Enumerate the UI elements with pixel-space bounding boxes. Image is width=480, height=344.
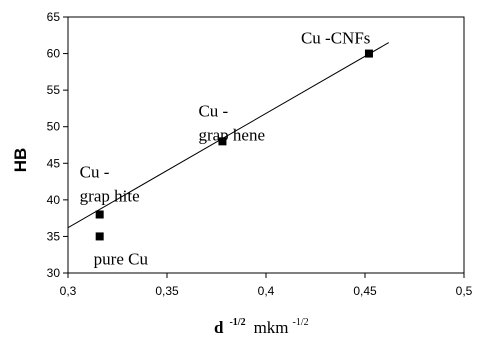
y-tick-label: 45 <box>47 156 61 170</box>
y-axis-label: HB <box>11 148 30 173</box>
data-point <box>218 137 227 146</box>
y-tick-label: 60 <box>47 47 61 61</box>
data-point-label: pure Cu <box>94 249 149 268</box>
y-tick-label: 50 <box>47 120 61 134</box>
data-points: pure Cu Cu -grap hite Cu -grap hene Cu -CNF… <box>80 29 373 268</box>
data-point-label: Cu -CNFs <box>301 29 370 48</box>
x-axis: 0,3 0,35 0,4 0,45 0,5 <box>60 273 473 298</box>
y-tick-label: 55 <box>47 83 61 97</box>
x-axis-label-unit-exponent: -1/2 <box>293 317 309 328</box>
x-tick-label: 0,3 <box>60 284 77 298</box>
data-point <box>364 49 373 58</box>
y-axis: 30 35 40 45 50 55 60 65 <box>47 10 68 280</box>
y-tick-label: 40 <box>47 193 61 207</box>
x-tick-label: 0,4 <box>258 284 275 298</box>
data-point-label: Cu -grap hite <box>80 162 140 205</box>
x-tick-label: 0,35 <box>155 284 179 298</box>
x-axis-label: d -1/2 mkm -1/2 <box>214 312 309 337</box>
plot-area <box>67 16 465 274</box>
data-point-label: Cu -grap hene <box>198 101 265 144</box>
y-tick-label: 30 <box>47 266 61 280</box>
x-axis-label-main: d <box>214 318 224 337</box>
trendline <box>67 42 390 229</box>
x-tick-label: 0,45 <box>353 284 377 298</box>
data-point <box>95 232 104 241</box>
x-axis-label-unit: mkm <box>254 318 289 337</box>
data-point <box>95 210 104 219</box>
y-tick-label: 35 <box>47 229 61 243</box>
y-tick-label: 65 <box>47 10 61 24</box>
x-tick-label: 0,5 <box>456 284 473 298</box>
x-axis-label-exponent: -1/2 <box>229 317 245 328</box>
